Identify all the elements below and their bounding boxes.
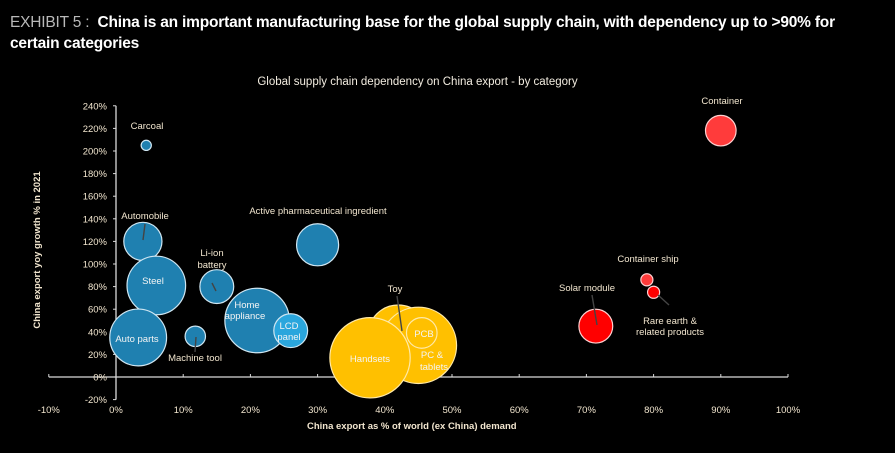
bubble-container-ship: [640, 273, 654, 287]
y-tick-label: 180%: [83, 169, 108, 180]
bubble-li-ion-battery: [199, 269, 235, 305]
x-axis-title: China export as % of world (ex China) de…: [307, 421, 517, 432]
y-tick-label: 240%: [83, 101, 108, 112]
label-lcd-2: panel: [277, 332, 300, 343]
x-tick-label: 30%: [308, 405, 328, 416]
label-pc-2: tablets: [420, 362, 448, 373]
leader-line-rare-earth: [657, 294, 670, 306]
label-lcd-1: LCD: [279, 321, 298, 332]
x-tick-label: 80%: [644, 405, 664, 416]
x-tick-label: 50%: [442, 405, 462, 416]
x-tick-label: 0%: [109, 405, 123, 416]
y-tick-label: 100%: [83, 260, 108, 271]
x-tick-label: 70%: [577, 405, 597, 416]
leader-line-machine-tool: [194, 336, 197, 353]
bubble-labels: Carcoal Automobile Steel Auto parts Mach…: [115, 96, 742, 373]
bubble-container: [704, 114, 737, 147]
bubble-carcoal: [140, 139, 152, 152]
label-toy: Toy: [388, 284, 403, 295]
axes: -10% 0% 10% 20% 30% 40% 50% 60% 70% 80% 90% 100% -20…: [32, 101, 801, 432]
label-solar: Solar module: [559, 283, 615, 294]
y-tick-label: 80%: [88, 282, 108, 293]
leader-lines: [142, 223, 670, 353]
y-tick-label: 200%: [83, 147, 108, 158]
x-tick-label: -10%: [38, 405, 61, 416]
label-carcoal: Carcoal: [131, 121, 164, 132]
bubble-automobile: [123, 221, 163, 262]
y-tick-label: 20%: [88, 350, 108, 361]
bubble-rare-earth-related-products: [646, 285, 661, 299]
label-pc-1: PC &: [421, 350, 444, 361]
x-tick-label: 20%: [241, 405, 261, 416]
y-tick-label: -20%: [85, 395, 108, 406]
y-tick-label: 60%: [88, 305, 108, 316]
label-home-2: appliance: [225, 311, 266, 322]
x-tick-label: 60%: [510, 405, 530, 416]
bubble-solar-module: [578, 308, 614, 344]
chart-title: Global supply chain dependency on China …: [257, 76, 578, 88]
label-machine-tool: Machine tool: [168, 353, 222, 364]
bubble-handsets: [329, 317, 411, 399]
y-tick-label: 220%: [83, 124, 108, 135]
exhibit-label: EXHIBIT 5 :: [10, 14, 90, 31]
bubble-auto-parts: [109, 308, 168, 367]
x-tick-label: 100%: [776, 405, 801, 416]
label-li-ion-1: Li-ion: [200, 248, 223, 259]
label-auto-parts: Auto parts: [115, 334, 159, 345]
label-rare-2: related products: [636, 327, 704, 338]
y-tick-label: 120%: [83, 237, 108, 248]
y-axis-title: China export yoy growth % in 2021: [32, 171, 43, 329]
label-handsets: Handsets: [350, 354, 390, 365]
x-tick-label: 40%: [375, 405, 395, 416]
leader-line-li-ion: [211, 282, 217, 292]
label-container: Container: [701, 96, 742, 107]
label-container-ship: Container ship: [617, 254, 678, 265]
y-tick-label: 140%: [83, 214, 108, 225]
bubbles: [109, 114, 737, 399]
label-automobile: Automobile: [121, 211, 169, 222]
leader-line-solar: [591, 294, 598, 326]
label-steel: Steel: [142, 276, 164, 287]
y-tick-label: 160%: [83, 192, 108, 203]
bubble-steel: [126, 255, 187, 316]
label-home-1: Home: [234, 300, 259, 311]
label-rare-1: Rare earth &: [643, 316, 698, 327]
label-li-ion-2: battery: [197, 260, 226, 271]
x-tick-label: 10%: [174, 405, 194, 416]
leader-line-toy: [396, 295, 403, 332]
label-api: Active pharmaceutical ingredient: [249, 206, 387, 217]
label-pcb: PCB: [414, 329, 434, 340]
bubble-pcb: [405, 317, 438, 349]
bubble-lcd-panel: [273, 313, 309, 349]
exhibit-title: China is an important manufacturing base…: [10, 14, 835, 52]
x-tick-label: 90%: [711, 405, 731, 416]
y-tick-label: 40%: [88, 327, 108, 338]
bubble-active-pharmaceutical-ingredient: [295, 223, 340, 267]
exhibit-header: EXHIBIT 5 : China is an important manufa…: [10, 12, 870, 54]
y-tick-label: 0%: [93, 373, 107, 384]
leader-line-automobile: [142, 223, 146, 241]
